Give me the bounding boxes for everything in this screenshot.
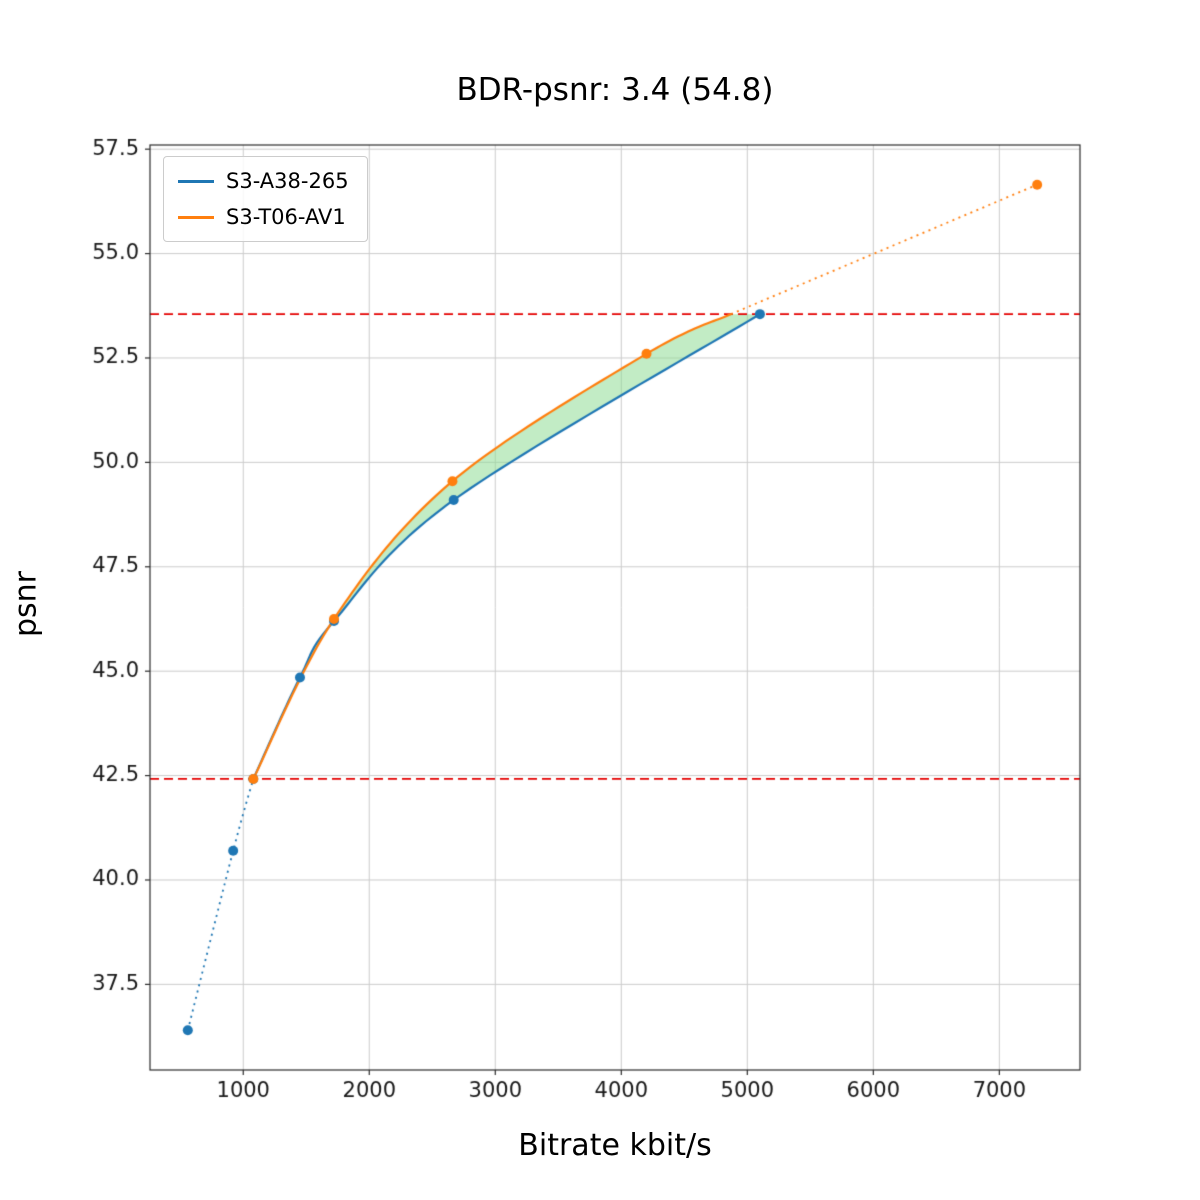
legend-line-icon xyxy=(178,215,214,219)
x-axis-label: Bitrate kbit/s xyxy=(518,1128,712,1163)
chart-title: BDR-psnr: 3.4 (54.8) xyxy=(456,72,774,108)
legend-label: S3-T06-AV1 xyxy=(226,205,346,229)
legend-item-s3-a38-265: S3-A38-265 xyxy=(178,169,349,193)
legend-label: S3-A38-265 xyxy=(226,169,349,193)
y-axis-label: psnr xyxy=(8,570,44,637)
legend-line-icon xyxy=(178,179,214,183)
legend: S3-A38-265 S3-T06-AV1 xyxy=(163,156,368,242)
legend-item-s3-t06-av1: S3-T06-AV1 xyxy=(178,205,349,229)
